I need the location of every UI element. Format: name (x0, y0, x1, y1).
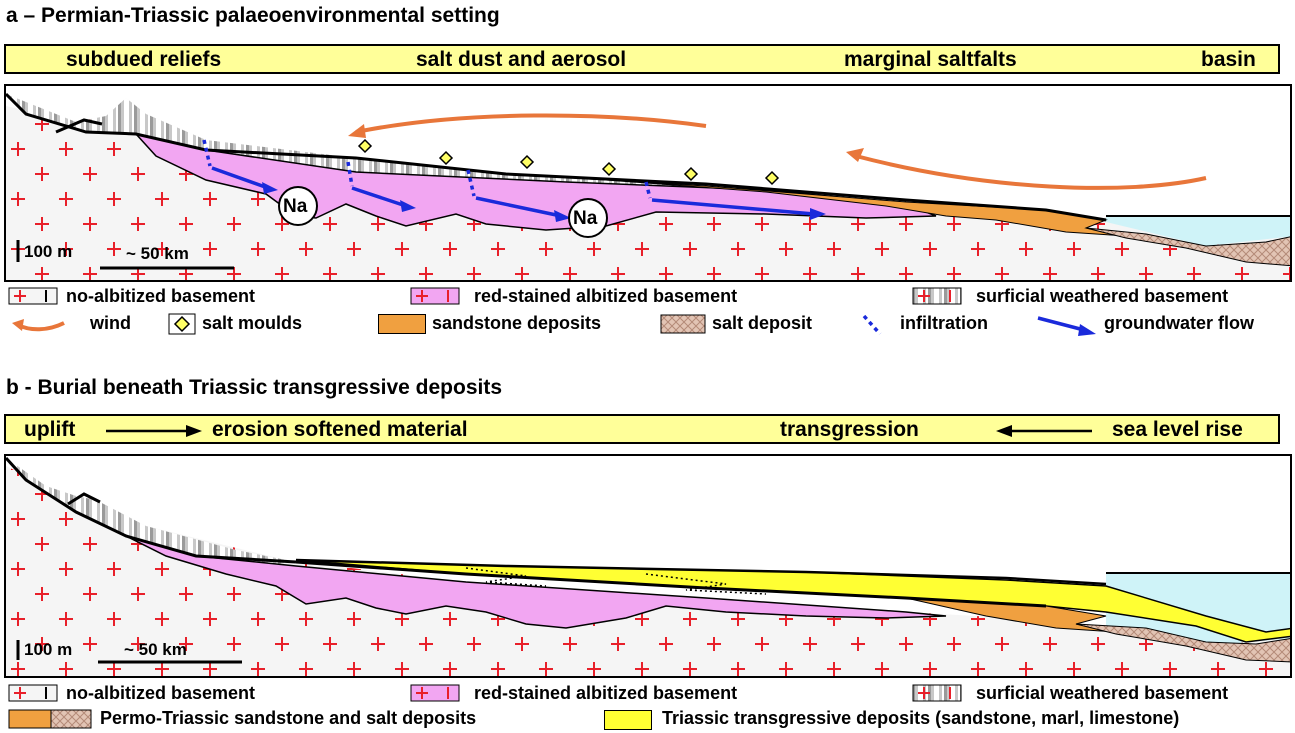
infiltration-lines (202, 139, 652, 199)
na-label-1: Na (283, 196, 308, 217)
land-surface-b (6, 456, 297, 564)
legend-b-red-stained: red-stained albitized basement (474, 683, 738, 703)
albitized-basement-b (125, 535, 947, 629)
groundwater-icon (1037, 316, 1096, 336)
salt-deposit (1085, 227, 1290, 267)
panel-a-banner: subdued reliefs salt dust and aerosol ma… (4, 44, 1280, 74)
salt-deposit-swatch (660, 314, 706, 334)
legend-no-albitized: no-albitized basement (66, 286, 256, 306)
permo-triassic-salt (1075, 623, 1290, 663)
legend-sandstone: sandstone deposits (432, 313, 602, 333)
panel-a-title: a – Permian-Triassic palaeoenvironmental… (6, 4, 500, 27)
salt-mould-icon (168, 313, 196, 335)
legend-b-triassic-transgressive: Triassic transgressive deposits (sandsto… (662, 708, 1180, 728)
red-stained-swatch-b (410, 684, 460, 702)
permo-triassic-swatch (8, 709, 92, 729)
arrow-right-icon (106, 425, 202, 437)
sandstone-deposits (505, 173, 1127, 237)
wind-arrow-2 (855, 154, 1207, 190)
panel-b-banner: uplift erosion softened material transgr… (4, 414, 1280, 444)
legend-weathered: surficial weathered basement (976, 286, 1229, 306)
legend-wind: wind (90, 313, 131, 333)
na-label-2: Na (573, 208, 598, 229)
banner-uplift: uplift (24, 418, 76, 441)
no-albitized-swatch-b (8, 684, 58, 702)
legend-infiltration: infiltration (900, 313, 988, 333)
legend-red-stained: red-stained albitized basement (474, 286, 738, 306)
na-circle-2 (568, 198, 608, 238)
groundwater-flow (211, 166, 815, 218)
basement-b (6, 466, 1290, 676)
banner-subdued-reliefs: subdued reliefs (66, 48, 222, 71)
banner-salt-dust: salt dust and aerosol (416, 48, 627, 71)
banner-transgression: transgression (780, 418, 919, 441)
interfingering-1 (465, 567, 547, 587)
panel-b-cross-section: 100 m ~ 50 km (4, 454, 1292, 678)
land-surface (6, 92, 1107, 222)
salt-moulds (357, 138, 780, 186)
weathered-basement (6, 94, 746, 188)
weathered-swatch-b (912, 684, 962, 702)
legend-b-weathered: surficial weathered basement (976, 683, 1229, 703)
transgressive-swatch (604, 710, 652, 730)
vertical-scale-label-b: 100 m (24, 640, 73, 659)
horizontal-scale-label: ~ 50 km (126, 244, 189, 263)
banner-marginal-saltfalts: marginal saltfalts (844, 48, 1017, 71)
sandstone-swatch (378, 314, 426, 334)
panel-b-title: b - Burial beneath Triassic transgressiv… (6, 376, 503, 399)
legend-b-permo-triassic: Permo-Triassic sandstone and salt deposi… (100, 708, 477, 728)
infiltration-icon (862, 314, 882, 336)
na-circle-1 (278, 186, 318, 226)
red-stained-swatch (410, 287, 460, 305)
legend-salt-moulds: salt moulds (202, 313, 303, 333)
weathered-swatch (912, 287, 962, 305)
banner-erosion: erosion softened material (212, 418, 468, 441)
banner-sea-level-rise: sea level rise (1112, 418, 1243, 441)
wind-icon (12, 319, 65, 332)
legend-groundwater: groundwater flow (1104, 313, 1254, 333)
banner-basin: basin (1201, 48, 1256, 71)
wind-arrow-1 (355, 113, 707, 134)
legend-b-no-albitized: no-albitized basement (66, 683, 256, 703)
vertical-scale-label: 100 m (24, 242, 73, 261)
horizontal-scale-label-b: ~ 50 km (124, 640, 187, 659)
legend-salt-deposit: salt deposit (712, 313, 813, 333)
arrow-left-icon (996, 425, 1092, 437)
panel-a-cross-section: Na Na 100 m ~ 50 km (4, 84, 1292, 282)
no-albitized-swatch (8, 287, 58, 305)
